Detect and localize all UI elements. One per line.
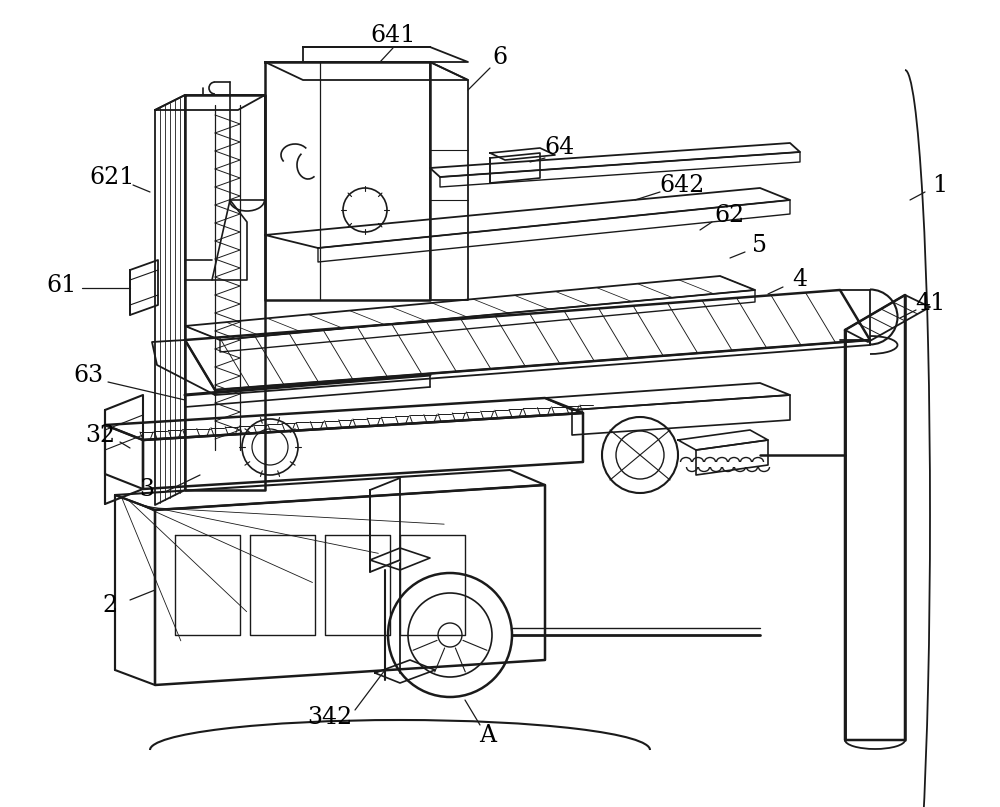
Text: 1: 1 [932, 174, 948, 196]
Text: 32: 32 [85, 424, 115, 446]
Text: 6: 6 [492, 47, 508, 69]
Text: 63: 63 [73, 363, 103, 387]
Text: 5: 5 [753, 233, 768, 257]
Text: 642: 642 [659, 174, 705, 196]
Text: 2: 2 [102, 593, 118, 617]
Text: 641: 641 [370, 23, 416, 47]
Text: 3: 3 [140, 479, 154, 501]
Text: 342: 342 [307, 706, 353, 730]
Text: A: A [480, 724, 496, 746]
Text: 64: 64 [545, 136, 575, 160]
Text: 62: 62 [715, 203, 745, 227]
Text: 621: 621 [89, 166, 135, 190]
Text: 61: 61 [47, 274, 77, 296]
Text: 41: 41 [915, 291, 945, 315]
Text: 4: 4 [792, 269, 808, 291]
